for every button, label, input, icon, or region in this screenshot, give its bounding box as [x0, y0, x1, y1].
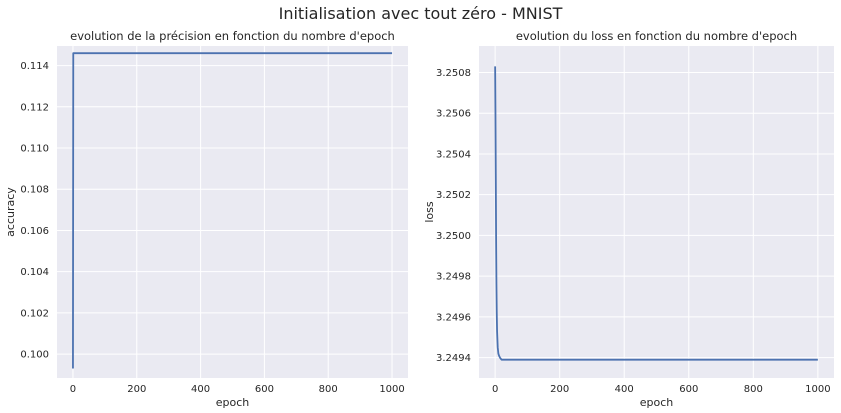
x-axis-label: epoch — [216, 396, 250, 409]
x-axis-label: epoch — [640, 396, 674, 409]
chart-title: evolution de la précision en fonction du… — [70, 29, 395, 43]
figure-title: Initialisation avec tout zéro - MNIST — [278, 4, 563, 23]
y-tick-label: 3.2494 — [436, 353, 471, 364]
x-tick-label: 400 — [615, 384, 634, 395]
y-axis-label: loss — [423, 201, 436, 223]
y-tick-label: 0.108 — [20, 185, 49, 196]
y-tick-label: 0.102 — [20, 308, 49, 319]
series-line — [72, 52, 393, 369]
x-tick-label: 800 — [744, 384, 763, 395]
y-tick-label: 3.2504 — [436, 149, 471, 160]
chart-title: evolution du loss en fonction du nombre … — [516, 29, 797, 43]
y-tick-label: 0.112 — [20, 102, 49, 113]
y-tick-label: 3.2502 — [436, 190, 471, 201]
y-tick-label: 0.104 — [20, 267, 49, 278]
y-tick-label: 3.2498 — [436, 272, 471, 283]
y-axis-label: accuracy — [4, 187, 17, 237]
x-tick-label: 1000 — [379, 384, 404, 395]
x-tick-label: 200 — [550, 384, 569, 395]
y-tick-label: 3.2496 — [436, 312, 471, 323]
y-tick-label: 0.106 — [20, 226, 49, 237]
y-tick-label: 3.2506 — [436, 109, 471, 120]
y-tick-label: 0.110 — [20, 144, 49, 155]
y-tick-label: 0.100 — [20, 350, 49, 361]
x-tick-label: 0 — [492, 384, 498, 395]
x-tick-label: 800 — [319, 384, 338, 395]
plot-area — [479, 46, 834, 378]
x-tick-label: 600 — [255, 384, 274, 395]
chart-panel-1: 0 200 400 600 800 1000 0.100 0.102 0.104 0.106 0.1… — [4, 29, 408, 409]
x-tick-label: 400 — [191, 384, 210, 395]
y-tick-label: 0.114 — [20, 61, 49, 72]
y-tick-label: 3.2500 — [436, 231, 471, 242]
x-tick-label: 600 — [679, 384, 698, 395]
x-tick-label: 1000 — [805, 384, 830, 395]
chart-panel-2: 0 200 400 600 800 1000 3.2494 3.2496 3.2498 3.250… — [423, 29, 834, 409]
series-line — [494, 66, 818, 361]
x-tick-label: 0 — [70, 384, 76, 395]
plot-area — [57, 46, 408, 378]
x-tick-label: 200 — [127, 384, 146, 395]
y-tick-label: 3.2508 — [436, 68, 471, 79]
